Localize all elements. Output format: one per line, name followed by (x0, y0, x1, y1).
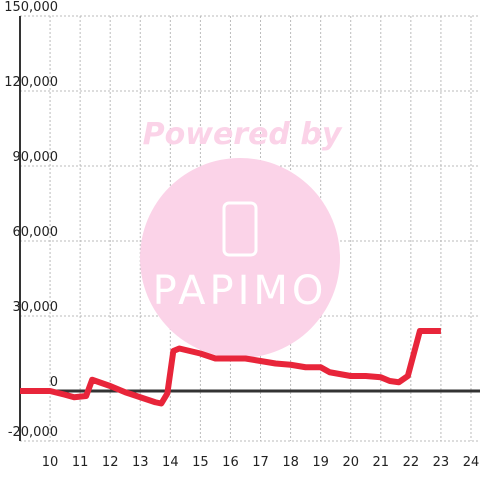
x-tick-label: 14 (162, 455, 179, 470)
x-tick-label: 22 (403, 455, 420, 470)
x-tick-label: 20 (342, 455, 359, 470)
y-tick-label: -20,000 (8, 425, 58, 440)
x-tick-label: 21 (373, 455, 390, 470)
y-tick-label: 150,000 (4, 0, 58, 15)
x-tick-label: 23 (433, 455, 450, 470)
watermark-text: Powered by (143, 117, 343, 152)
x-tick-label: 18 (282, 455, 299, 470)
x-tick-label: 16 (222, 455, 239, 470)
x-tick-label: 24 (463, 455, 480, 470)
x-tick-label: 17 (252, 455, 269, 470)
x-tick-label: 13 (132, 455, 149, 470)
x-tick-label: 12 (102, 455, 119, 470)
watermark-circle (140, 158, 340, 358)
x-tick-label: 19 (312, 455, 329, 470)
data-line (20, 328, 441, 407)
y-tick-label: 120,000 (4, 75, 58, 90)
y-tick-label: 90,000 (13, 150, 59, 165)
x-tick-label: 10 (42, 455, 59, 470)
x-tick-label: 15 (192, 455, 209, 470)
y-tick-label: 0 (50, 375, 58, 390)
y-tick-label: 60,000 (13, 225, 59, 240)
watermark-icon (222, 201, 258, 257)
watermark-logo: PAPIMO (153, 268, 328, 314)
y-tick-label: 30,000 (13, 300, 59, 315)
x-tick-label: 11 (72, 455, 89, 470)
